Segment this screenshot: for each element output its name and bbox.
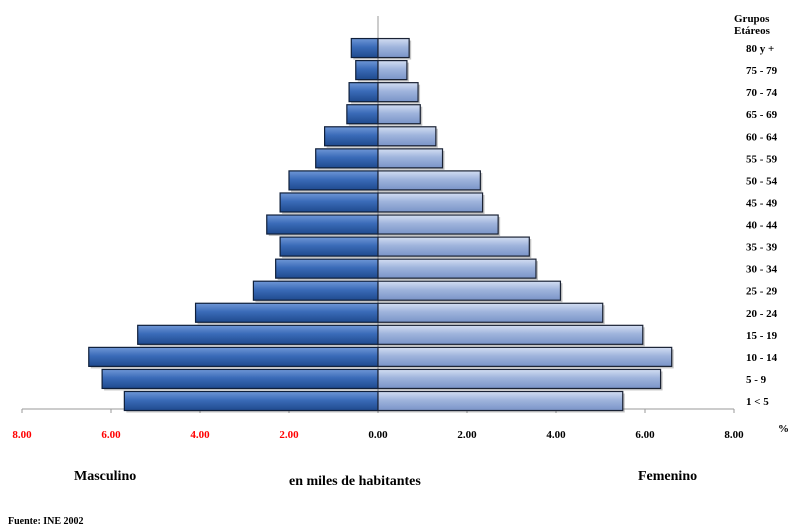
bar-masculino [279, 236, 379, 257]
age-group-label: 5 - 9 [746, 374, 767, 386]
x-tick-label: 2.00 [457, 429, 477, 441]
bar-femenino [377, 280, 562, 301]
x-tick-label: 2.00 [279, 429, 299, 441]
x-tick-label: 8.00 [724, 429, 744, 441]
bar-masculino [315, 148, 379, 169]
x-tick-labels: 8.00 6.00 4.00 2.00 0.00 2.00 4.00 6.00 8.00 [12, 429, 744, 441]
age-group-label: 70 - 74 [746, 87, 778, 99]
bar-femenino [377, 104, 421, 125]
age-group-labels: 1 < 5 5 - 9 10 - 14 15 - 19 20 - 24 25 - 29 30… [746, 43, 778, 408]
age-group-label: 55 - 59 [746, 153, 778, 165]
bar-masculino [275, 258, 379, 279]
bar-femenino [377, 82, 419, 103]
bar-femenino [377, 126, 437, 147]
age-group-label: 25 - 29 [746, 286, 778, 298]
age-group-label: 50 - 54 [746, 175, 778, 187]
source-note: Fuente: INE 2002 [8, 516, 84, 527]
bar-masculino [137, 324, 379, 345]
masculino-bars [88, 37, 380, 413]
bar-masculino [355, 59, 379, 81]
x-tick-label: 6.00 [101, 429, 121, 441]
bar-femenino [377, 390, 624, 412]
bar-masculino [88, 346, 379, 367]
x-tick-label: 4.00 [546, 429, 566, 441]
bar-femenino [377, 302, 604, 323]
bar-masculino [252, 280, 379, 301]
bar-masculino [324, 126, 379, 147]
bar-masculino [348, 82, 379, 103]
bar-femenino [377, 368, 662, 390]
age-group-label: 80 y + [746, 43, 774, 55]
bar-femenino [377, 59, 408, 81]
age-group-label: 75 - 79 [746, 65, 778, 77]
bar-femenino [377, 214, 499, 235]
bar-masculino [288, 170, 379, 191]
age-group-label: 40 - 44 [746, 220, 778, 232]
age-group-label: 30 - 34 [746, 264, 778, 276]
bar-femenino [377, 170, 481, 191]
bar-femenino [377, 236, 530, 257]
legend-title-etareos: Etáreos [734, 25, 770, 37]
bar-masculino [350, 37, 379, 59]
series-label-femenino: Femenino [638, 469, 698, 484]
bar-femenino [377, 192, 484, 213]
x-tick-label: 4.00 [190, 429, 210, 441]
x-tick-label: 6.00 [635, 429, 655, 441]
bar-femenino [377, 346, 673, 367]
series-label-masculino: Masculino [74, 469, 137, 484]
bar-masculino [101, 368, 379, 390]
age-group-label: 1 < 5 [746, 396, 769, 408]
age-group-label: 65 - 69 [746, 109, 778, 121]
bar-femenino [377, 258, 537, 279]
bar-femenino [377, 324, 644, 345]
x-tick-label: 8.00 [12, 429, 32, 441]
age-group-label: 20 - 24 [746, 308, 778, 320]
bar-masculino [194, 302, 379, 323]
bar-masculino [266, 214, 379, 235]
age-group-label: 60 - 64 [746, 131, 778, 143]
age-group-label: 35 - 39 [746, 242, 778, 254]
bar-femenino [377, 148, 444, 169]
bar-masculino [123, 390, 379, 412]
x-axis-label: en miles de habitantes [289, 474, 421, 489]
age-group-label: 15 - 19 [746, 330, 778, 342]
x-tick-label: 0.00 [368, 429, 388, 441]
bar-masculino [346, 104, 379, 125]
legend-title-grupos: Grupos [734, 13, 770, 25]
age-group-label: 45 - 49 [746, 197, 778, 209]
percent-unit-label: % [778, 423, 789, 435]
femenino-bars [377, 37, 674, 413]
age-group-label: 10 - 14 [746, 352, 778, 364]
bar-masculino [279, 192, 379, 213]
bar-femenino [377, 37, 410, 59]
